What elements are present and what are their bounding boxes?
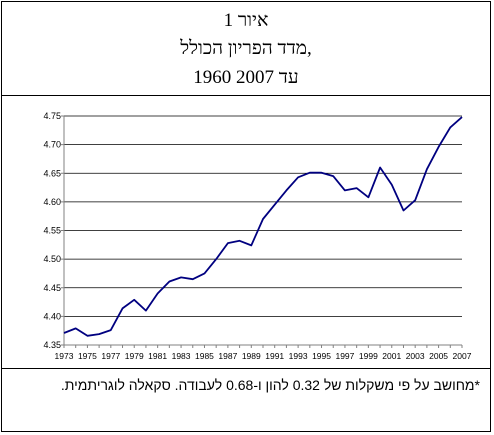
x-tick-label: 1997	[335, 351, 354, 361]
x-tick-label: 1981	[148, 351, 167, 361]
x-tick-label: 1993	[289, 351, 308, 361]
y-tick-label: 4.65	[43, 168, 61, 178]
x-tick-label: 1991	[265, 351, 284, 361]
x-tick-labels: 1973 1975 1977 1979 1981 1983 1985 1987 1989 1991…	[55, 351, 472, 361]
x-tick-label: 1977	[101, 351, 120, 361]
series-layer	[63, 116, 463, 337]
title-area: איור 1 מדד הפריון הכולל, 1960 עד 2007	[2, 2, 490, 96]
x-tick-label: 1975	[78, 351, 97, 361]
chart-subtitle: 1960 עד 2007	[193, 67, 299, 88]
x-tick-label: 1979	[125, 351, 144, 361]
y-tick-label: 4.40	[43, 311, 61, 321]
chart-title: מדד הפריון הכולל,	[180, 38, 312, 59]
x-tick-label: 1973	[55, 351, 74, 361]
x-tick-label: 2007	[453, 351, 472, 361]
y-tick-labels: 4.35 4.40 4.45 4.50 4.55 4.60 4.65 4.70 4.75	[43, 111, 61, 350]
chart-area: 4.35 4.40 4.45 4.50 4.55 4.60 4.65 4.70 4.75 197…	[2, 96, 490, 368]
x-tick-label: 1985	[195, 351, 214, 361]
footnote: *מחושב על פי משקלות של 0.32 להון ו-0.68 …	[2, 368, 490, 431]
y-tick-label: 4.70	[43, 140, 61, 150]
line-chart: 4.35 4.40 4.45 4.50 4.55 4.60 4.65 4.70 4.75 197…	[43, 111, 472, 361]
gridlines	[64, 115, 462, 317]
figure-label: איור 1	[223, 10, 269, 31]
x-tick-label: 1999	[359, 351, 378, 361]
y-tick-label: 4.75	[43, 111, 61, 121]
series-line	[63, 116, 463, 337]
x-tick-label: 1987	[218, 351, 237, 361]
axes	[61, 115, 463, 348]
y-tick-label: 4.50	[43, 254, 61, 264]
x-tick-label: 2001	[382, 351, 401, 361]
x-tick-label: 1983	[172, 351, 191, 361]
y-tick-label: 4.35	[43, 340, 61, 350]
x-tick-label: 2003	[406, 351, 425, 361]
x-tick-label: 2005	[429, 351, 448, 361]
x-tick-label: 1989	[242, 351, 261, 361]
x-tick-label: 1995	[312, 351, 331, 361]
y-tick-label: 4.60	[43, 197, 61, 207]
y-tick-label: 4.45	[43, 283, 61, 293]
y-tick-label: 4.55	[43, 226, 61, 236]
